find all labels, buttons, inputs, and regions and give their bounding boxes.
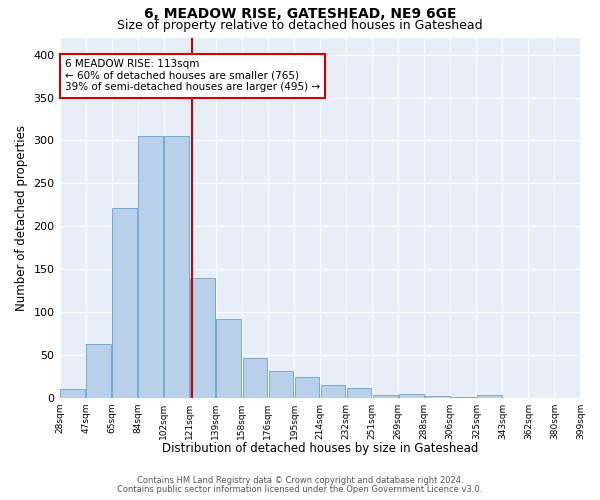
Bar xyxy=(60,390,85,398)
Text: Contains public sector information licensed under the Open Government Licence v3: Contains public sector information licen… xyxy=(118,485,482,494)
Bar xyxy=(320,385,346,398)
Text: 6, MEADOW RISE, GATESHEAD, NE9 6GE: 6, MEADOW RISE, GATESHEAD, NE9 6GE xyxy=(144,8,456,22)
Bar xyxy=(86,344,111,398)
Bar xyxy=(373,394,398,398)
Text: Size of property relative to detached houses in Gateshead: Size of property relative to detached ho… xyxy=(117,18,483,32)
Bar xyxy=(347,388,371,398)
Bar xyxy=(164,136,189,398)
Text: Contains HM Land Registry data © Crown copyright and database right 2024.: Contains HM Land Registry data © Crown c… xyxy=(137,476,463,485)
Text: 6 MEADOW RISE: 113sqm
← 60% of detached houses are smaller (765)
39% of semi-det: 6 MEADOW RISE: 113sqm ← 60% of detached … xyxy=(65,59,320,92)
Bar xyxy=(112,208,137,398)
Y-axis label: Number of detached properties: Number of detached properties xyxy=(15,124,28,310)
Bar xyxy=(295,376,319,398)
Bar xyxy=(477,394,502,398)
Bar xyxy=(139,136,163,398)
Bar xyxy=(269,370,293,398)
Bar xyxy=(451,397,476,398)
Bar xyxy=(217,319,241,398)
Bar xyxy=(242,358,267,398)
Bar xyxy=(399,394,424,398)
Bar xyxy=(190,278,215,398)
X-axis label: Distribution of detached houses by size in Gateshead: Distribution of detached houses by size … xyxy=(162,442,478,455)
Bar xyxy=(425,396,449,398)
